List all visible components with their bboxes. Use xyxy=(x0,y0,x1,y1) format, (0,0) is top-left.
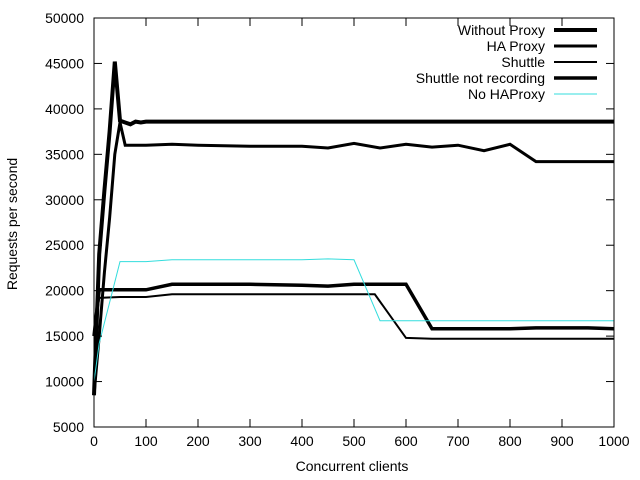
x-tick-label: 100 xyxy=(134,433,158,449)
y-tick-label: 5000 xyxy=(53,419,84,435)
ticks-layer: 0 100 200 300 400 500 600 700 800 900 1000 5000 1000… xyxy=(45,10,630,449)
series-line-shuttle xyxy=(93,293,614,340)
y-tick-label: 25000 xyxy=(45,237,84,253)
legend-label: Shuttle xyxy=(501,54,545,70)
y-tick-label: 15000 xyxy=(45,328,84,344)
series-line-no-haproxy xyxy=(93,258,614,382)
y-tick-label: 40000 xyxy=(45,101,84,117)
x-tick-label: 0 xyxy=(90,433,98,449)
series-line-ha-proxy xyxy=(92,122,614,396)
y-axis-title: Requests per second xyxy=(4,158,20,290)
series-layer xyxy=(92,61,615,396)
legend-label: No HAProxy xyxy=(468,86,545,102)
y-tick-label: 30000 xyxy=(45,192,84,208)
y-tick-label: 50000 xyxy=(45,10,84,26)
x-tick-label: 300 xyxy=(238,433,262,449)
y-tick-label: 35000 xyxy=(45,146,84,162)
y-tick-label: 10000 xyxy=(45,374,84,390)
series-line-without-proxy xyxy=(92,61,614,396)
legend-label: HA Proxy xyxy=(487,38,545,54)
x-tick-label: 500 xyxy=(342,433,366,449)
x-tick-label: 700 xyxy=(446,433,470,449)
x-tick-label: 400 xyxy=(290,433,314,449)
x-tick-label: 600 xyxy=(394,433,418,449)
y-tick-label: 45000 xyxy=(45,55,84,71)
series-line-shuttle-not-recording xyxy=(92,282,615,337)
y-tick-label: 20000 xyxy=(45,283,84,299)
x-tick-label: 1000 xyxy=(598,433,629,449)
x-tick-label: 800 xyxy=(498,433,522,449)
legend-label: Without Proxy xyxy=(458,22,545,38)
legend-label: Shuttle not recording xyxy=(416,70,545,86)
x-tick-label: 900 xyxy=(550,433,574,449)
x-axis-title: Concurrent clients xyxy=(296,458,409,474)
x-tick-label: 200 xyxy=(186,433,210,449)
